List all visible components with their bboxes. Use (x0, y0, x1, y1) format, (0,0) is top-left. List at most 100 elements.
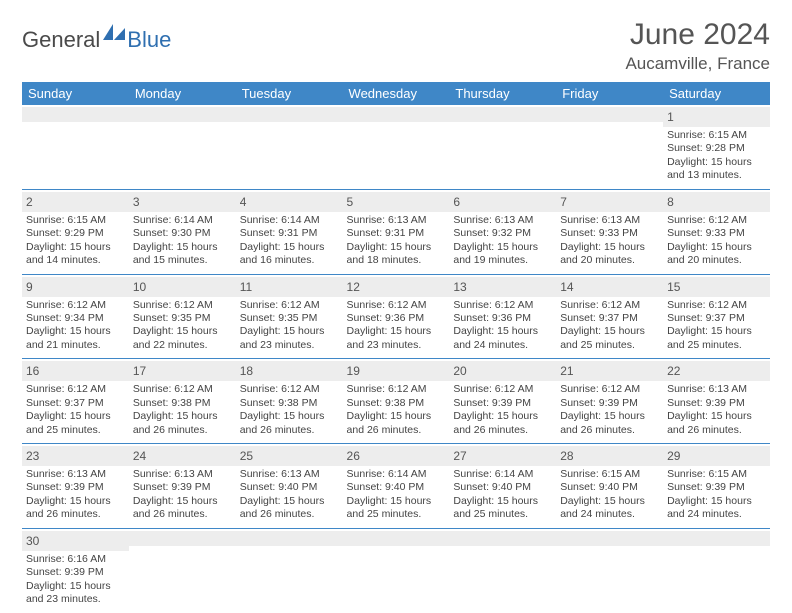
daylight-text: Daylight: 15 hours and 14 minutes. (26, 241, 125, 268)
sunset-text: Sunset: 9:38 PM (347, 397, 446, 410)
day-info: Sunrise: 6:12 AMSunset: 9:39 PMDaylight:… (560, 383, 659, 437)
day-number: 5 (347, 195, 354, 209)
daylight-text: Daylight: 15 hours and 25 minutes. (347, 495, 446, 522)
brand-logo: General Blue (22, 24, 171, 55)
sunset-text: Sunset: 9:29 PM (26, 227, 125, 240)
weekday-header: Thursday (449, 82, 556, 105)
daylight-text: Daylight: 15 hours and 26 minutes. (26, 495, 125, 522)
calendar-head: SundayMondayTuesdayWednesdayThursdayFrid… (22, 82, 770, 105)
day-info: Sunrise: 6:14 AMSunset: 9:31 PMDaylight:… (240, 214, 339, 268)
daynum-bar: 19 (343, 361, 450, 381)
daynum-bar: 26 (343, 446, 450, 466)
daynum-bar: 15 (663, 277, 770, 297)
sunset-text: Sunset: 9:37 PM (667, 312, 766, 325)
weekday-header: Monday (129, 82, 236, 105)
daylight-text: Daylight: 15 hours and 21 minutes. (26, 325, 125, 352)
day-number: 22 (667, 364, 680, 378)
day-info: Sunrise: 6:12 AMSunset: 9:37 PMDaylight:… (26, 383, 125, 437)
calendar-week-row: 9Sunrise: 6:12 AMSunset: 9:34 PMDaylight… (22, 274, 770, 359)
sunrise-text: Sunrise: 6:14 AM (240, 214, 339, 227)
calendar-cell (449, 105, 556, 189)
calendar-cell: 14 Sunrise: 6:12 AMSunset: 9:37 PMDayligh… (556, 274, 663, 359)
calendar-table: SundayMondayTuesdayWednesdayThursdayFrid… (22, 82, 770, 613)
day-number: 4 (240, 195, 247, 209)
day-number: 16 (26, 364, 39, 378)
calendar-cell (129, 528, 236, 612)
calendar-cell (343, 528, 450, 612)
sunrise-text: Sunrise: 6:12 AM (560, 383, 659, 396)
sunrise-text: Sunrise: 6:12 AM (560, 299, 659, 312)
calendar-week-row: 16Sunrise: 6:12 AMSunset: 9:37 PMDayligh… (22, 359, 770, 444)
daylight-text: Daylight: 15 hours and 25 minutes. (453, 495, 552, 522)
sunrise-text: Sunrise: 6:13 AM (26, 468, 125, 481)
sunset-text: Sunset: 9:35 PM (133, 312, 232, 325)
calendar-cell (236, 105, 343, 189)
calendar-cell: 25Sunrise: 6:13 AMSunset: 9:40 PMDayligh… (236, 444, 343, 529)
calendar-cell: 30Sunrise: 6:16 AMSunset: 9:39 PMDayligh… (22, 528, 129, 612)
day-number: 29 (667, 449, 680, 463)
daynum-bar (343, 531, 450, 546)
calendar-cell: 1Sunrise: 6:15 AMSunset: 9:28 PMDaylight… (663, 105, 770, 189)
day-info: Sunrise: 6:15 AMSunset: 9:29 PMDaylight:… (26, 214, 125, 268)
sunset-text: Sunset: 9:37 PM (560, 312, 659, 325)
sunset-text: Sunset: 9:39 PM (667, 481, 766, 494)
day-info: Sunrise: 6:14 AMSunset: 9:40 PMDaylight:… (347, 468, 446, 522)
daynum-bar: 4 (236, 192, 343, 212)
day-number: 14 (560, 280, 573, 294)
sunrise-text: Sunrise: 6:12 AM (26, 383, 125, 396)
sunset-text: Sunset: 9:36 PM (347, 312, 446, 325)
sunset-text: Sunset: 9:28 PM (667, 142, 766, 155)
sunrise-text: Sunrise: 6:12 AM (453, 299, 552, 312)
day-number: 19 (347, 364, 360, 378)
day-info: Sunrise: 6:12 AMSunset: 9:37 PMDaylight:… (560, 299, 659, 353)
daynum-bar: 25 (236, 446, 343, 466)
calendar-cell: 4 Sunrise: 6:14 AMSunset: 9:31 PMDaylight… (236, 189, 343, 274)
daylight-text: Daylight: 15 hours and 18 minutes. (347, 241, 446, 268)
calendar-cell: 12Sunrise: 6:12 AMSunset: 9:36 PMDayligh… (343, 274, 450, 359)
day-number: 28 (560, 449, 573, 463)
day-info: Sunrise: 6:12 AMSunset: 9:39 PMDaylight:… (453, 383, 552, 437)
daylight-text: Daylight: 15 hours and 25 minutes. (26, 410, 125, 437)
sunrise-text: Sunrise: 6:14 AM (453, 468, 552, 481)
daynum-bar: 24 (129, 446, 236, 466)
sunrise-text: Sunrise: 6:13 AM (667, 383, 766, 396)
sunset-text: Sunset: 9:37 PM (26, 397, 125, 410)
weekday-header: Wednesday (343, 82, 450, 105)
calendar-cell: 28Sunrise: 6:15 AMSunset: 9:40 PMDayligh… (556, 444, 663, 529)
calendar-cell: 7Sunrise: 6:13 AMSunset: 9:33 PMDaylight… (556, 189, 663, 274)
calendar-cell (129, 105, 236, 189)
calendar-cell: 5Sunrise: 6:13 AMSunset: 9:31 PMDaylight… (343, 189, 450, 274)
calendar-body: 1Sunrise: 6:15 AMSunset: 9:28 PMDaylight… (22, 105, 770, 613)
day-info: Sunrise: 6:12 AMSunset: 9:38 PMDaylight:… (133, 383, 232, 437)
calendar-cell (343, 105, 450, 189)
day-info: Sunrise: 6:13 AMSunset: 9:32 PMDaylight:… (453, 214, 552, 268)
day-number: 8 (667, 195, 674, 209)
daynum-bar: 22 (663, 361, 770, 381)
daynum-bar (22, 107, 129, 122)
daylight-text: Daylight: 15 hours and 19 minutes. (453, 241, 552, 268)
daylight-text: Daylight: 15 hours and 26 minutes. (560, 410, 659, 437)
sunrise-text: Sunrise: 6:16 AM (26, 553, 125, 566)
calendar-cell: 9Sunrise: 6:12 AMSunset: 9:34 PMDaylight… (22, 274, 129, 359)
day-number: 10 (133, 280, 146, 294)
sail-icon (103, 24, 125, 45)
day-info: Sunrise: 6:13 AMSunset: 9:40 PMDaylight:… (240, 468, 339, 522)
sunrise-text: Sunrise: 6:12 AM (347, 383, 446, 396)
day-number: 3 (133, 195, 140, 209)
sunrise-text: Sunrise: 6:12 AM (240, 299, 339, 312)
calendar-cell: 8Sunrise: 6:12 AMSunset: 9:33 PMDaylight… (663, 189, 770, 274)
daylight-text: Daylight: 15 hours and 26 minutes. (133, 495, 232, 522)
calendar-cell: 19Sunrise: 6:12 AMSunset: 9:38 PMDayligh… (343, 359, 450, 444)
calendar-cell: 16 Sunrise: 6:12 AMSunset: 9:37 PMDayligh… (22, 359, 129, 444)
calendar-cell (556, 105, 663, 189)
calendar-cell: 11Sunrise: 6:12 AMSunset: 9:35 PMDayligh… (236, 274, 343, 359)
calendar-cell: 23Sunrise: 6:13 AMSunset: 9:39 PMDayligh… (22, 444, 129, 529)
day-info: Sunrise: 6:12 AMSunset: 9:38 PMDaylight:… (240, 383, 339, 437)
day-info: Sunrise: 6:12 AMSunset: 9:36 PMDaylight:… (453, 299, 552, 353)
sunrise-text: Sunrise: 6:15 AM (560, 468, 659, 481)
daynum-bar: 9 (22, 277, 129, 297)
sunset-text: Sunset: 9:39 PM (453, 397, 552, 410)
sunset-text: Sunset: 9:39 PM (133, 481, 232, 494)
day-info: Sunrise: 6:12 AMSunset: 9:35 PMDaylight:… (133, 299, 232, 353)
daynum-bar (556, 107, 663, 122)
